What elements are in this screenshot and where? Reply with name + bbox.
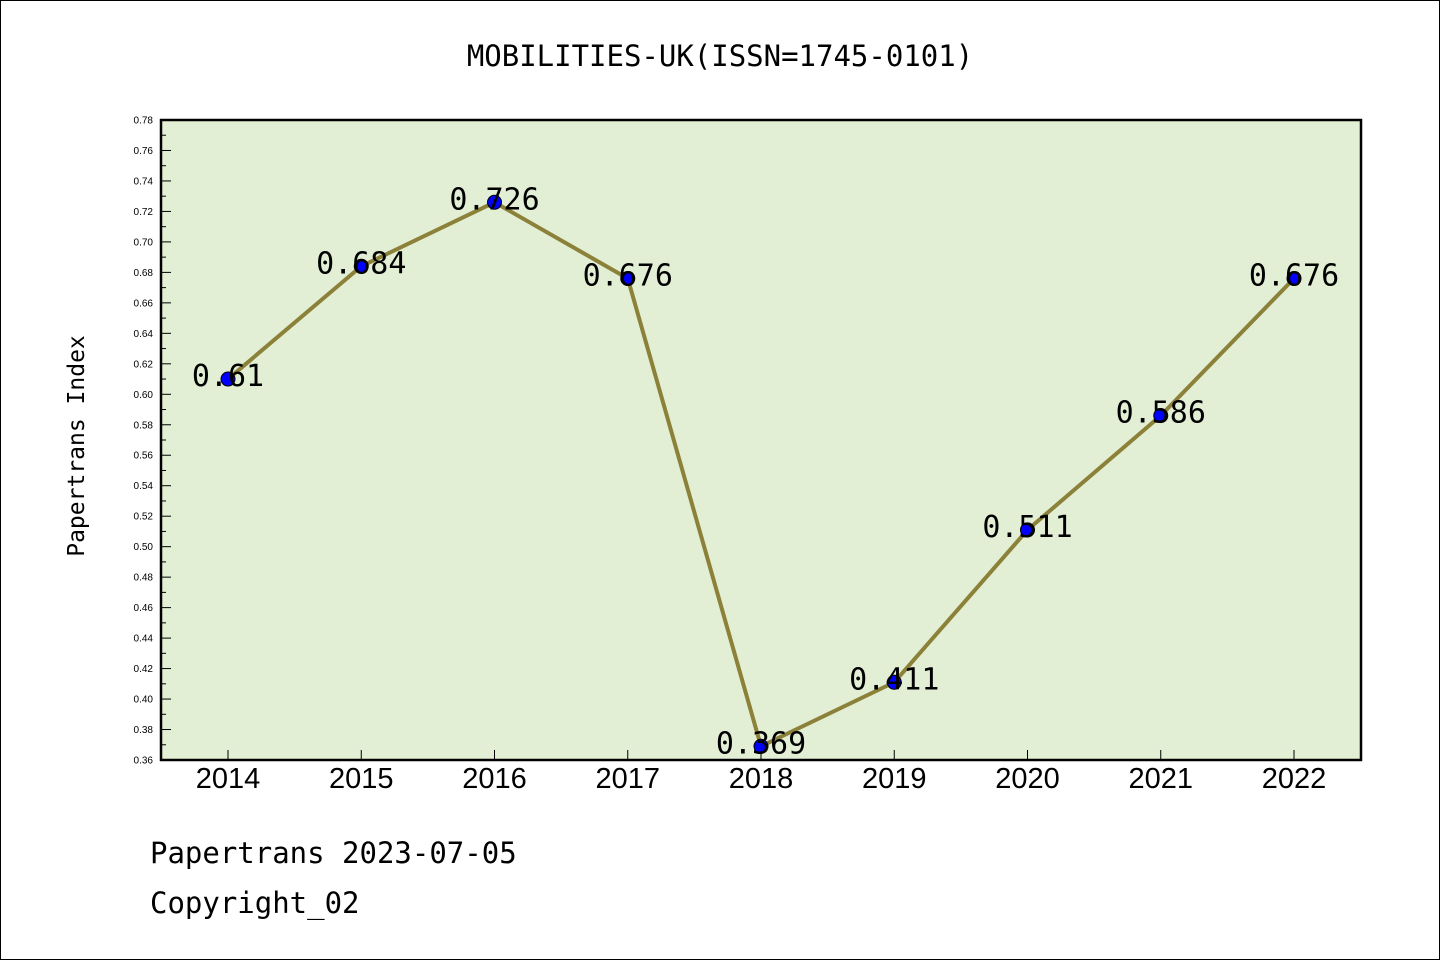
copyright-text: Copyright_02	[150, 886, 360, 920]
data-point	[220, 371, 236, 387]
y-axis: 0.36 0.38 0.40 0.42 0.44 0.46 0.48 0.50 0.52 0.54…	[134, 116, 171, 767]
x-tick-label: 2017	[595, 763, 660, 795]
data-point	[886, 674, 902, 690]
data-label: 0.726	[449, 182, 539, 217]
y-tick-label: 0.58	[134, 420, 154, 431]
y-tick-label: 0.66	[134, 298, 154, 309]
x-tick-label: 2021	[1128, 763, 1193, 795]
y-tick-label: 0.50	[134, 542, 154, 553]
x-tick-label: 2020	[995, 763, 1060, 795]
x-axis: 2014 2015 2016 2017 2018 2019 2020 2021 2022	[196, 750, 1327, 795]
source-date-text: Papertrans 2023-07-05	[150, 836, 517, 870]
y-axis-label: Papertrans Index	[64, 335, 90, 557]
x-tick-label: 2018	[729, 763, 794, 795]
data-point	[353, 258, 369, 274]
data-label: 0.411	[849, 662, 939, 697]
data-point	[487, 194, 502, 210]
data-label: 0.676	[583, 258, 673, 293]
plot-area	[159, 118, 1363, 762]
y-tick-label: 0.44	[134, 634, 154, 645]
data-label: 0.61	[192, 359, 264, 394]
data-point	[753, 738, 769, 754]
x-tick-label: 2019	[862, 763, 927, 795]
y-tick-label: 0.78	[134, 116, 154, 127]
data-label: 0.676	[1249, 258, 1339, 293]
y-tick-label: 0.74	[134, 176, 154, 187]
y-tick-label: 0.46	[134, 603, 154, 614]
y-tick-label: 0.72	[134, 207, 154, 218]
y-tick-label: 0.54	[134, 481, 154, 492]
y-tick-label: 0.48	[134, 573, 154, 584]
x-tick-label: 2016	[462, 763, 527, 795]
y-tick-label: 0.36	[134, 756, 154, 767]
y-tick-label: 0.40	[134, 695, 154, 706]
y-tick-label: 0.38	[134, 725, 154, 736]
data-point	[1286, 270, 1302, 286]
y-tick-label: 0.56	[134, 451, 154, 462]
x-tick-label: 2022	[1262, 763, 1327, 795]
data-label: 0.684	[316, 246, 406, 281]
y-tick-label: 0.70	[134, 237, 154, 248]
y-tick-label: 0.42	[134, 664, 154, 675]
data-point	[620, 270, 636, 286]
y-tick-label: 0.68	[134, 268, 154, 279]
series-layer: 0.61 0.684 0.726 0.676 0.369 0.411 0.511 0.586 0…	[192, 182, 1339, 761]
x-tick-label: 2014	[196, 763, 261, 795]
data-point	[1153, 408, 1169, 424]
y-tick-label: 0.52	[134, 512, 154, 523]
y-tick-label: 0.64	[134, 329, 154, 340]
data-label: 0.586	[1116, 396, 1206, 431]
x-tick-label: 2015	[329, 763, 394, 795]
y-tick-label: 0.60	[134, 390, 154, 401]
y-tick-label: 0.76	[134, 146, 154, 157]
data-label: 0.369	[716, 726, 806, 761]
data-label: 0.511	[982, 510, 1072, 545]
chart-title: MOBILITIES-UK(ISSN=1745-0101)	[467, 39, 973, 73]
y-tick-label: 0.62	[134, 359, 154, 370]
data-point	[1020, 522, 1035, 538]
